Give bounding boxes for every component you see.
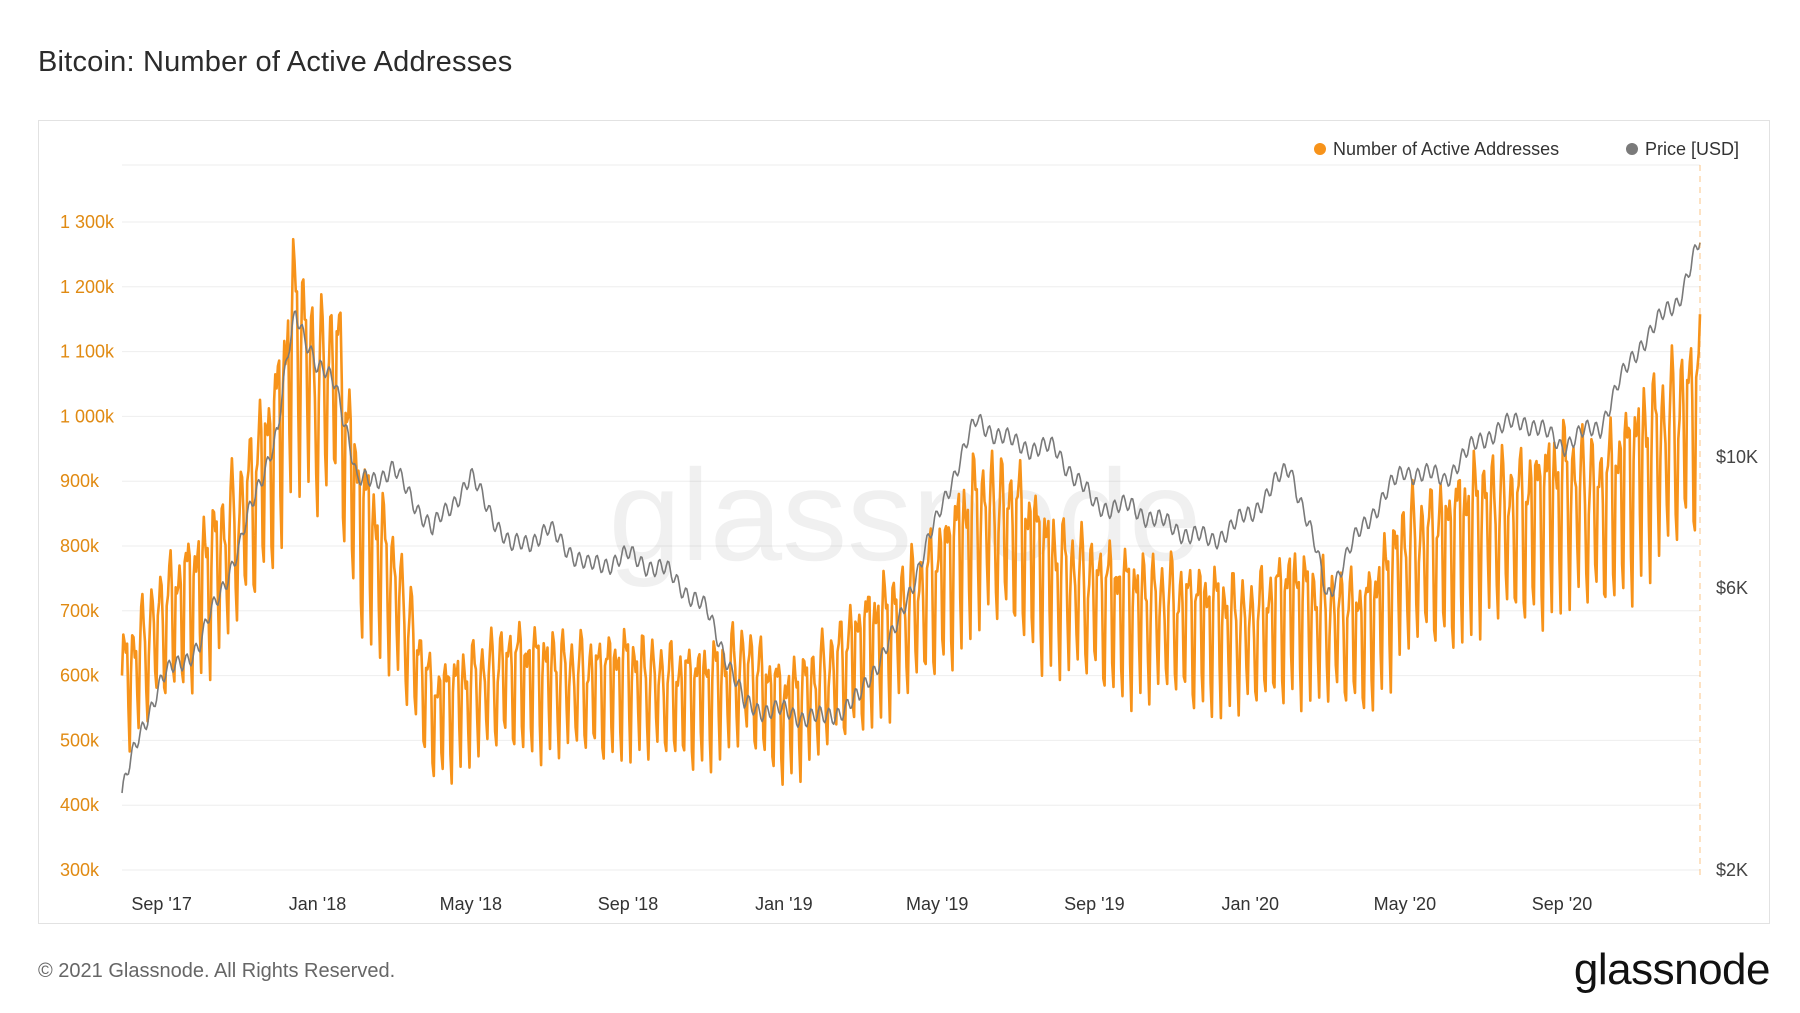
legend-addresses-label[interactable]: Number of Active Addresses: [1333, 139, 1559, 159]
right-tick-label: $10K: [1716, 447, 1758, 467]
left-tick-label: 400k: [60, 795, 100, 815]
chart-title: Bitcoin: Number of Active Addresses: [38, 46, 513, 78]
price-line: [121, 242, 1701, 794]
x-tick-label: May '18: [440, 894, 502, 914]
x-tick-label: Jan '20: [1221, 894, 1278, 914]
chart-canvas: glassnode 300k 400k 500k 600k 700k 800k 900k 1 …: [60, 139, 1758, 914]
left-axis-ticks: 300k 400k 500k 600k 700k 800k 900k 1 000k 1 100k…: [60, 212, 115, 880]
left-tick-label: 600k: [60, 666, 100, 686]
legend-price-dot: [1626, 143, 1638, 155]
right-tick-label: $6K: [1716, 578, 1748, 598]
x-axis-ticks: Sep '17 Jan '18 May '18 Sep '18 Jan '19 May '…: [131, 894, 1592, 914]
copyright-footer: © 2021 Glassnode. All Rights Reserved.: [38, 960, 396, 982]
x-tick-label: Sep '20: [1532, 894, 1593, 914]
right-tick-label: $2K: [1716, 860, 1748, 880]
x-tick-label: May '20: [1374, 894, 1436, 914]
active-addresses-line: [120, 237, 1702, 786]
x-tick-label: Jan '19: [755, 894, 812, 914]
x-tick-label: May '19: [906, 894, 968, 914]
right-axis-ticks: $2K $6K $10K: [1716, 447, 1758, 880]
watermark-text: glassnode: [609, 442, 1202, 588]
glassnode-logo[interactable]: glassnode: [1573, 945, 1771, 994]
left-tick-label: 1 100k: [60, 342, 115, 362]
x-tick-label: Sep '17: [131, 894, 192, 914]
left-tick-label: 500k: [60, 730, 100, 750]
legend: Number of Active Addresses Price [USD]: [1314, 139, 1739, 159]
left-tick-label: 1 200k: [60, 277, 115, 297]
left-tick-label: 900k: [60, 471, 100, 491]
x-tick-label: Sep '18: [598, 894, 659, 914]
chart-frame: [38, 120, 1770, 924]
left-tick-label: 1 000k: [60, 406, 115, 426]
left-tick-label: 800k: [60, 536, 100, 556]
x-tick-label: Jan '18: [289, 894, 346, 914]
left-tick-label: 1 300k: [60, 212, 115, 232]
left-tick-label: 700k: [60, 601, 100, 621]
left-tick-label: 300k: [60, 860, 100, 880]
x-tick-label: Sep '19: [1064, 894, 1125, 914]
legend-addresses-dot: [1314, 143, 1326, 155]
legend-price-label[interactable]: Price [USD]: [1645, 139, 1739, 159]
